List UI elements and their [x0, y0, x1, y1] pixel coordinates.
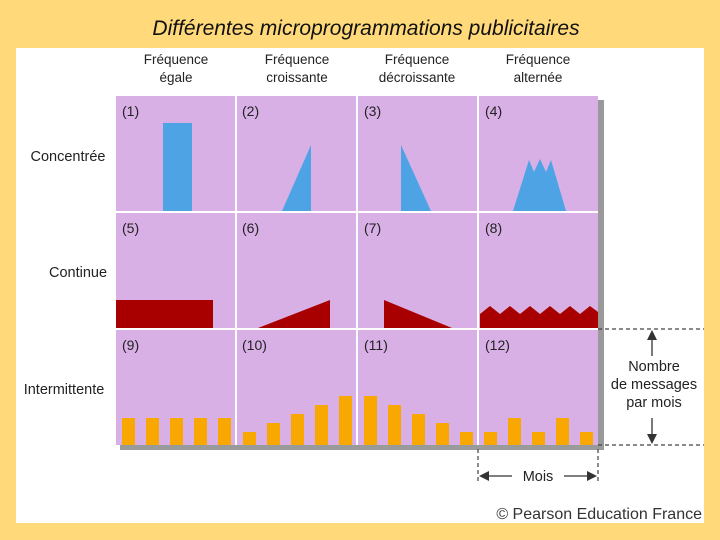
intermittent-decreasing-bar [436, 423, 449, 445]
cell-number: (6) [242, 220, 259, 236]
cell-number: (2) [242, 103, 259, 119]
continuous-alternating-shape [480, 306, 598, 328]
arrow-right-head [587, 471, 597, 481]
grid-lines [116, 96, 598, 445]
side-dashed-guides [598, 328, 704, 446]
column-4-header-line1: Fréquence [506, 52, 571, 67]
arrow-down-head [647, 434, 657, 444]
intermittent-decreasing-bar [412, 414, 425, 445]
messages-label-line3: par mois [626, 395, 682, 411]
row-label-continuous: Continue [49, 265, 107, 281]
continuous-equal-shape [116, 300, 213, 328]
column-2-header-line1: Fréquence [265, 52, 330, 67]
intermittent-alternating-bar [556, 418, 569, 445]
month-label: Mois [523, 469, 554, 485]
intermittent-equal-bar [146, 418, 159, 445]
intermittent-equal-bar [170, 418, 183, 445]
messages-label-line2: de messages [611, 377, 697, 393]
arrow-left-head [479, 471, 489, 481]
cell-number: (5) [122, 220, 139, 236]
cell-number: (9) [122, 337, 139, 353]
arrow-up-head [647, 330, 657, 340]
concentrated-increasing-shape [282, 145, 311, 211]
continuous-decreasing-shape [384, 300, 452, 328]
cell-number: (1) [122, 103, 139, 119]
intermittent-alternating-bar [580, 432, 593, 445]
column-2-header-line2: croissante [266, 70, 328, 85]
column-1-header-line2: égale [159, 70, 192, 85]
column-3-header-line1: Fréquence [385, 52, 450, 67]
concentrated-equal-shape [163, 123, 192, 211]
bottom-dashed-guides [477, 449, 599, 484]
intermittent-increasing-bar [315, 405, 328, 445]
cell-number: (3) [364, 103, 381, 119]
row-label-intermittent: Intermittente [24, 382, 105, 398]
intermittent-decreasing-bar [364, 396, 377, 445]
column-1-header-line1: Fréquence [144, 52, 209, 67]
intermittent-equal-bar [218, 418, 231, 445]
cell-number: (11) [364, 337, 388, 353]
messages-label-line1: Nombre [628, 359, 680, 375]
slide-title: Différentes microprogrammations publicit… [152, 17, 580, 40]
copyright-notice: © Pearson Education France [496, 506, 702, 523]
concentrated-alternating-shape [513, 159, 566, 211]
intermittent-increasing-bar [267, 423, 280, 445]
intermittent-decreasing-bar [460, 432, 473, 445]
intermittent-alternating-bar [484, 432, 497, 445]
intermittent-alternating-bar [532, 432, 545, 445]
cell-number: (4) [485, 103, 502, 119]
intermittent-bars [122, 396, 593, 445]
row-label-concentrated: Concentrée [31, 149, 106, 165]
intermittent-increasing-bar [339, 396, 352, 445]
intermittent-increasing-bar [291, 414, 304, 445]
cell-number: (7) [364, 220, 381, 236]
intermittent-increasing-bar [243, 432, 256, 445]
continuous-increasing-shape [258, 300, 330, 328]
cell-number: (10) [242, 337, 267, 353]
cell-number: (12) [485, 337, 510, 353]
concentrated-decreasing-shape [401, 145, 431, 211]
intermittent-equal-bar [194, 418, 207, 445]
intermittent-decreasing-bar [388, 405, 401, 445]
intermittent-alternating-bar [508, 418, 521, 445]
cell-number: (8) [485, 220, 502, 236]
column-3-header-line2: décroissante [379, 70, 456, 85]
column-4-header-line2: alternée [514, 70, 563, 85]
intermittent-equal-bar [122, 418, 135, 445]
